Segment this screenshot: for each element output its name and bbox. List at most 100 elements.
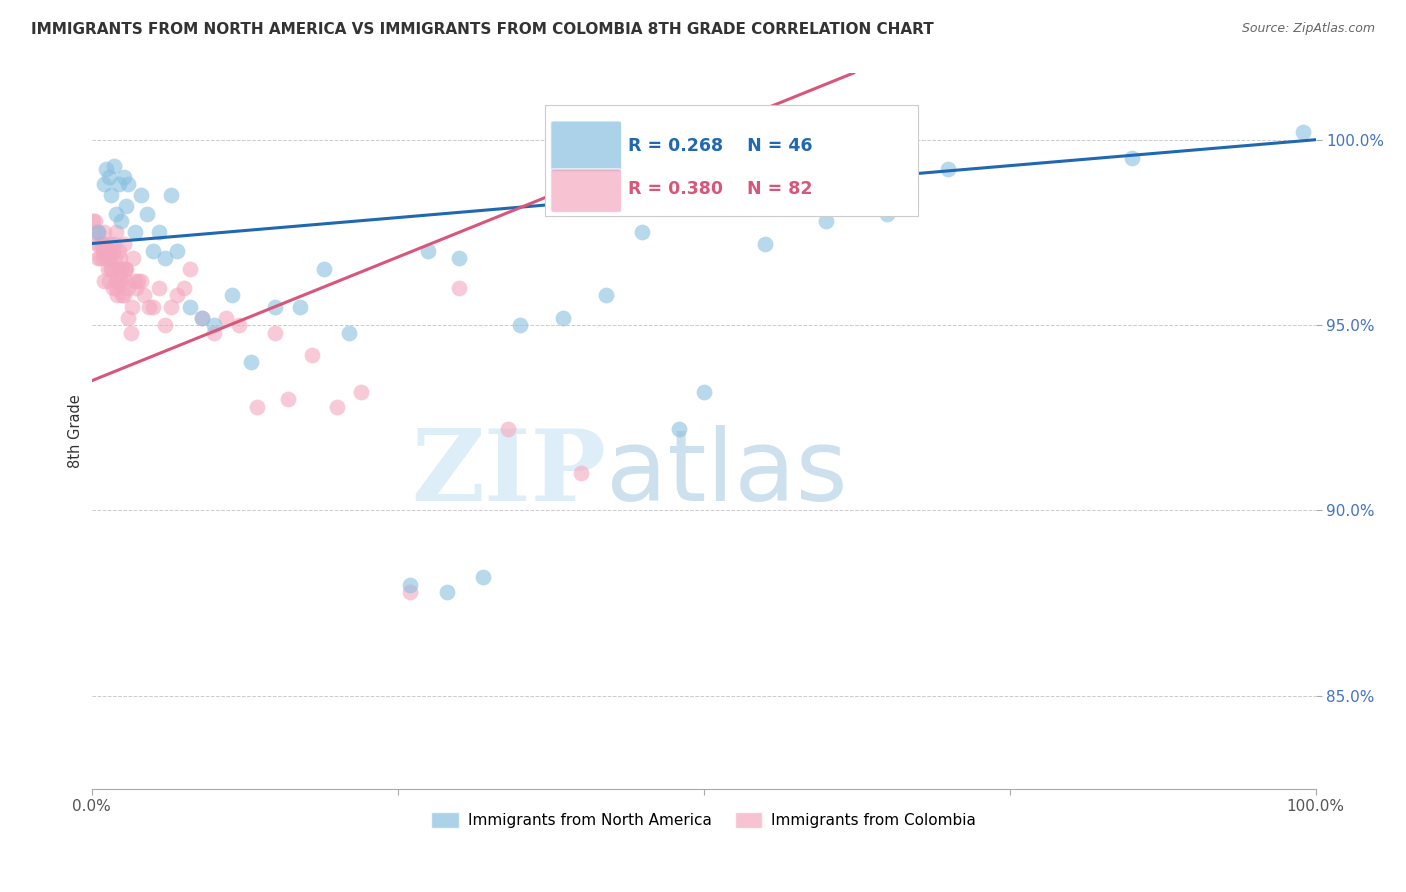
Point	[83, 226, 105, 240]
Point	[160, 300, 183, 314]
Point	[94, 236, 117, 251]
Point	[87, 252, 110, 266]
Point	[436, 585, 458, 599]
Point	[108, 252, 131, 266]
Point	[938, 162, 960, 177]
Point	[105, 274, 128, 288]
Point	[105, 226, 128, 240]
Point	[107, 274, 129, 288]
Point	[418, 244, 440, 258]
Point	[110, 262, 132, 277]
Point	[101, 281, 124, 295]
Point	[202, 326, 225, 340]
Point	[129, 274, 152, 288]
Point	[115, 199, 138, 213]
Point	[173, 281, 195, 295]
Point	[108, 274, 131, 288]
Point	[134, 288, 156, 302]
Point	[103, 262, 125, 277]
Point	[191, 310, 214, 325]
Text: Source: ZipAtlas.com: Source: ZipAtlas.com	[1241, 22, 1375, 36]
Point	[148, 281, 170, 295]
Point	[754, 236, 776, 251]
Point	[112, 288, 135, 302]
Point	[125, 281, 148, 295]
Point	[153, 252, 176, 266]
Point	[112, 169, 135, 184]
Point	[114, 262, 136, 277]
Point	[93, 226, 115, 240]
Point	[551, 310, 574, 325]
Point	[96, 244, 118, 258]
Point	[509, 318, 531, 332]
Point	[668, 422, 690, 436]
Point	[314, 262, 336, 277]
Point	[115, 262, 138, 277]
Point	[221, 288, 243, 302]
Point	[447, 252, 470, 266]
Point	[105, 281, 128, 295]
Point	[127, 274, 149, 288]
Point	[96, 162, 118, 177]
Legend: Immigrants from North America, Immigrants from Colombia: Immigrants from North America, Immigrant…	[425, 806, 983, 835]
Point	[98, 252, 121, 266]
Point	[100, 188, 122, 202]
Point	[124, 226, 146, 240]
Point	[114, 262, 136, 277]
Point	[91, 252, 114, 266]
Point	[228, 318, 250, 332]
Point	[215, 310, 238, 325]
Point	[97, 274, 120, 288]
Point	[129, 188, 152, 202]
Point	[110, 274, 132, 288]
Point	[111, 288, 134, 302]
Point	[107, 262, 129, 277]
Point	[399, 577, 422, 591]
Point	[124, 274, 146, 288]
Point	[142, 300, 165, 314]
Point	[96, 252, 118, 266]
Point	[160, 188, 183, 202]
Point	[103, 236, 125, 251]
Point	[815, 214, 838, 228]
Point	[93, 178, 115, 192]
Point	[166, 288, 188, 302]
FancyBboxPatch shape	[544, 105, 918, 216]
Point	[104, 252, 127, 266]
Point	[98, 236, 121, 251]
Point	[97, 252, 120, 266]
Point	[117, 178, 139, 192]
Point	[82, 214, 104, 228]
Point	[87, 226, 110, 240]
Point	[105, 207, 128, 221]
Point	[138, 300, 160, 314]
Point	[90, 236, 112, 251]
Point	[595, 288, 617, 302]
Text: R = 0.380    N = 82: R = 0.380 N = 82	[628, 180, 813, 198]
Point	[117, 281, 139, 295]
Text: R = 0.268    N = 46: R = 0.268 N = 46	[628, 137, 813, 155]
Point	[876, 207, 898, 221]
Point	[301, 348, 323, 362]
Point	[179, 300, 201, 314]
Point	[135, 207, 157, 221]
FancyBboxPatch shape	[551, 121, 621, 172]
Point	[1121, 151, 1143, 165]
Point	[447, 281, 470, 295]
Point	[166, 244, 188, 258]
Point	[97, 244, 120, 258]
Point	[117, 310, 139, 325]
Point	[277, 392, 299, 407]
Point	[472, 570, 495, 584]
Point	[115, 274, 138, 288]
Point	[100, 262, 122, 277]
Point	[97, 169, 120, 184]
Point	[148, 226, 170, 240]
Point	[142, 244, 165, 258]
Point	[179, 262, 201, 277]
Point	[87, 236, 110, 251]
Point	[337, 326, 360, 340]
Point	[112, 236, 135, 251]
Point	[91, 244, 114, 258]
Y-axis label: 8th Grade: 8th Grade	[69, 394, 83, 467]
